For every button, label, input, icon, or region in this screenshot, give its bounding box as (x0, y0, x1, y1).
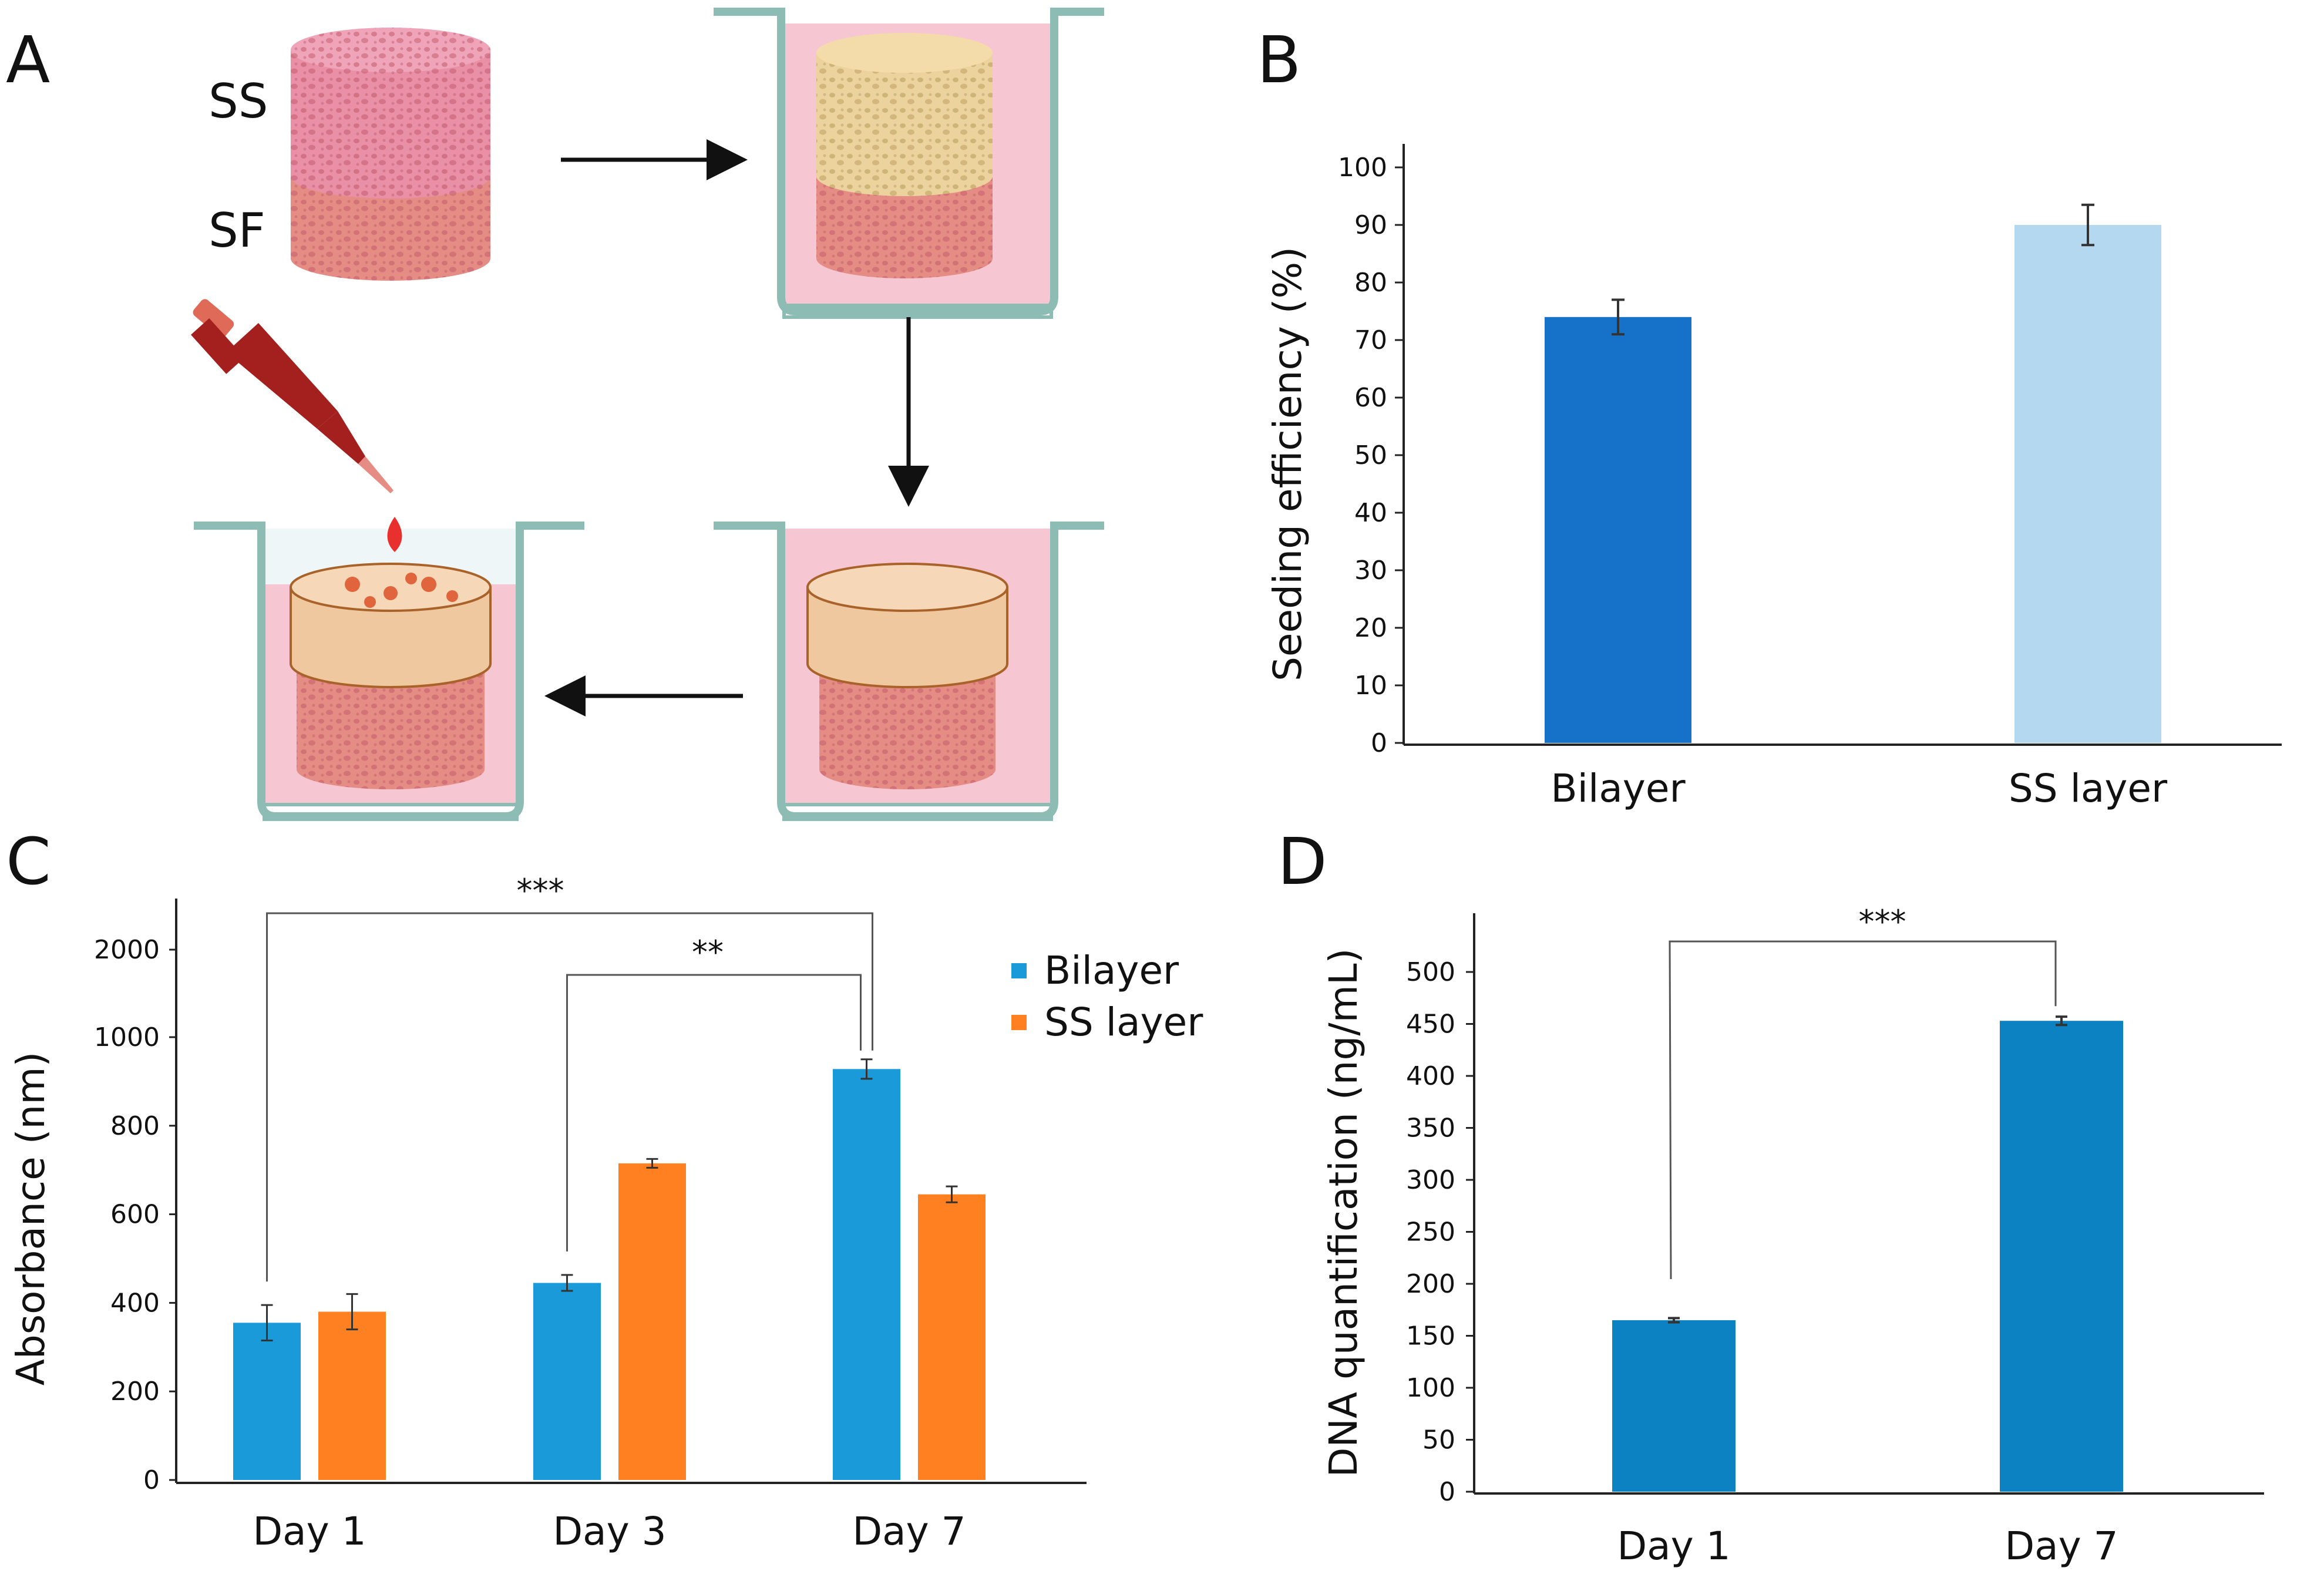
d-category-label-day1: Day 1 (1617, 1523, 1730, 1569)
c-tick-label: 600 (110, 1200, 160, 1230)
c-bar-bilayer-day3 (533, 1283, 601, 1480)
c-y-axis-label: Absorbance (nm) (8, 1052, 53, 1386)
b-tick-label: 10 (1354, 671, 1387, 701)
c-legend: Bilayer SS layer (1011, 948, 1203, 1045)
b-tick-label: 80 (1354, 268, 1387, 298)
c-legend-swatch-bilayer (1011, 963, 1027, 978)
c-errorbar (261, 1304, 273, 1341)
c-bar-ss-layer-day3 (618, 1163, 686, 1480)
b-tick-label: 100 (1338, 153, 1387, 183)
c-legend-label-bilayer: Bilayer (1044, 948, 1179, 993)
c-tick-label: 400 (110, 1288, 160, 1318)
d-errorbar-day7 (2056, 1015, 2067, 1027)
c-bar-bilayer-day7 (833, 1069, 900, 1480)
d-y-ticks: 0 50 100 150 200 250 300 350 400 450 500 (1406, 957, 1474, 1507)
d-bar-day7 (2000, 1021, 2123, 1492)
c-legend-swatch-ss-layer (1011, 1015, 1027, 1030)
d-tick-label: 400 (1406, 1061, 1455, 1091)
c-bars (233, 1058, 986, 1480)
d-tick-label: 450 (1406, 1010, 1455, 1040)
panel-label-b: B (1257, 22, 1301, 97)
panel-label-a: A (6, 22, 50, 97)
c-bracket-day3-day7 (566, 974, 862, 1252)
c-errorbar (860, 1058, 873, 1080)
c-tick-label: 800 (110, 1111, 160, 1141)
panel-label-d: D (1277, 824, 1327, 899)
seeded-cells (345, 573, 458, 608)
c-bracket-label-day1-day7: *** (517, 872, 564, 909)
well-scaffold-in-medium (714, 8, 1104, 319)
c-tick-label: 200 (110, 1377, 160, 1407)
c-errorbar (561, 1274, 573, 1292)
d-tick-label: 300 (1406, 1165, 1455, 1195)
d-tick-label: 150 (1406, 1321, 1455, 1351)
c-category-label-day7: Day 7 (852, 1509, 966, 1554)
c-errorbar (646, 1158, 658, 1169)
c-bracket-day1-day7 (266, 912, 873, 1282)
b-bar-bilayer (1545, 317, 1691, 743)
c-tick-label: 2000 (94, 935, 160, 965)
d-tick-label: 500 (1406, 957, 1455, 987)
c-category-label-day1: Day 1 (253, 1509, 366, 1554)
d-bar-day1 (1612, 1320, 1736, 1492)
panel-d: D DNA quantification (ng/mL) 0 50 100 150 20… (1277, 824, 2264, 1569)
pipette (191, 299, 402, 552)
b-category-label-ss-layer: SS layer (2009, 766, 2168, 811)
layer-label-sf: SF (208, 203, 265, 258)
panel-b: B Seeding efficiency (%) 0 10 20 30 40 50 60 70… (1257, 22, 2282, 811)
well-hydrogel-on-scaffold (714, 522, 1104, 821)
c-errorbar (346, 1293, 358, 1331)
well-cell-seeding (194, 522, 584, 821)
b-tick-label: 0 (1371, 728, 1387, 758)
b-tick-label: 60 (1354, 383, 1387, 413)
c-bar-bilayer-day1 (233, 1323, 301, 1480)
b-tick-label: 20 (1354, 613, 1387, 643)
d-y-axis-label: DNA quantification (ng/mL) (1321, 948, 1366, 1478)
d-bracket-label: *** (1859, 903, 1906, 940)
c-bar-ss-layer-day7 (918, 1194, 986, 1480)
c-y-ticks: 0 200 400 600 800 1000 2000 (94, 935, 176, 1495)
c-significance-brackets: *** ** (266, 872, 873, 1282)
b-y-ticks: 0 10 20 30 40 50 60 70 80 90 100 (1338, 153, 1404, 758)
d-tick-label: 0 (1439, 1477, 1455, 1507)
b-tick-label: 70 (1354, 325, 1387, 355)
d-tick-label: 100 (1406, 1373, 1455, 1403)
panel-a: A SS SF (6, 8, 1104, 821)
b-category-label-bilayer: Bilayer (1551, 766, 1686, 811)
bilayer-scaffold (291, 28, 490, 281)
b-tick-label: 50 (1354, 440, 1387, 470)
panel-c: C Absorbance (nm) 020040060080010002000 … (6, 824, 1203, 1554)
b-errorbar-ss-layer (2081, 203, 2094, 247)
c-tick-label: 1000 (94, 1022, 160, 1052)
c-legend-label-ss-layer: SS layer (1044, 1000, 1203, 1045)
c-bracket-label-day3-day7: ** (692, 934, 724, 971)
d-errorbar-day1 (1668, 1317, 1680, 1324)
b-tick-label: 90 (1354, 210, 1387, 240)
b-tick-label: 40 (1354, 498, 1387, 528)
b-tick-label: 30 (1354, 556, 1387, 586)
d-tick-label: 250 (1406, 1217, 1455, 1247)
panel-label-c: C (6, 824, 51, 899)
layer-label-ss: SS (208, 74, 268, 129)
c-bar-ss-layer-day1 (318, 1311, 386, 1480)
c-tick-label: 0 (143, 1465, 160, 1495)
d-bracket-day1-day7 (1669, 940, 2057, 1279)
d-tick-label: 50 (1422, 1425, 1455, 1455)
c-category-label-day3: Day 3 (553, 1509, 666, 1554)
c-errorbar (946, 1185, 958, 1203)
b-bar-ss-layer (2014, 225, 2161, 743)
d-tick-label: 350 (1406, 1114, 1455, 1143)
d-tick-label: 200 (1406, 1269, 1455, 1299)
b-y-axis-label: Seeding efficiency (%) (1265, 247, 1310, 681)
d-category-label-day7: Day 7 (2005, 1523, 2118, 1569)
b-errorbar-bilayer (1612, 298, 1625, 336)
